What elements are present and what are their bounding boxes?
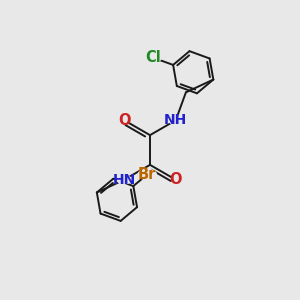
Ellipse shape — [117, 176, 131, 184]
Ellipse shape — [121, 117, 128, 123]
Ellipse shape — [145, 53, 161, 62]
Text: O: O — [118, 113, 130, 128]
Text: Cl: Cl — [145, 50, 161, 65]
Text: O: O — [169, 172, 182, 187]
Text: Br: Br — [138, 167, 157, 182]
Ellipse shape — [169, 116, 183, 124]
Text: NH: NH — [164, 113, 188, 127]
Ellipse shape — [172, 177, 179, 183]
Ellipse shape — [138, 169, 156, 179]
Text: HN: HN — [112, 173, 136, 187]
